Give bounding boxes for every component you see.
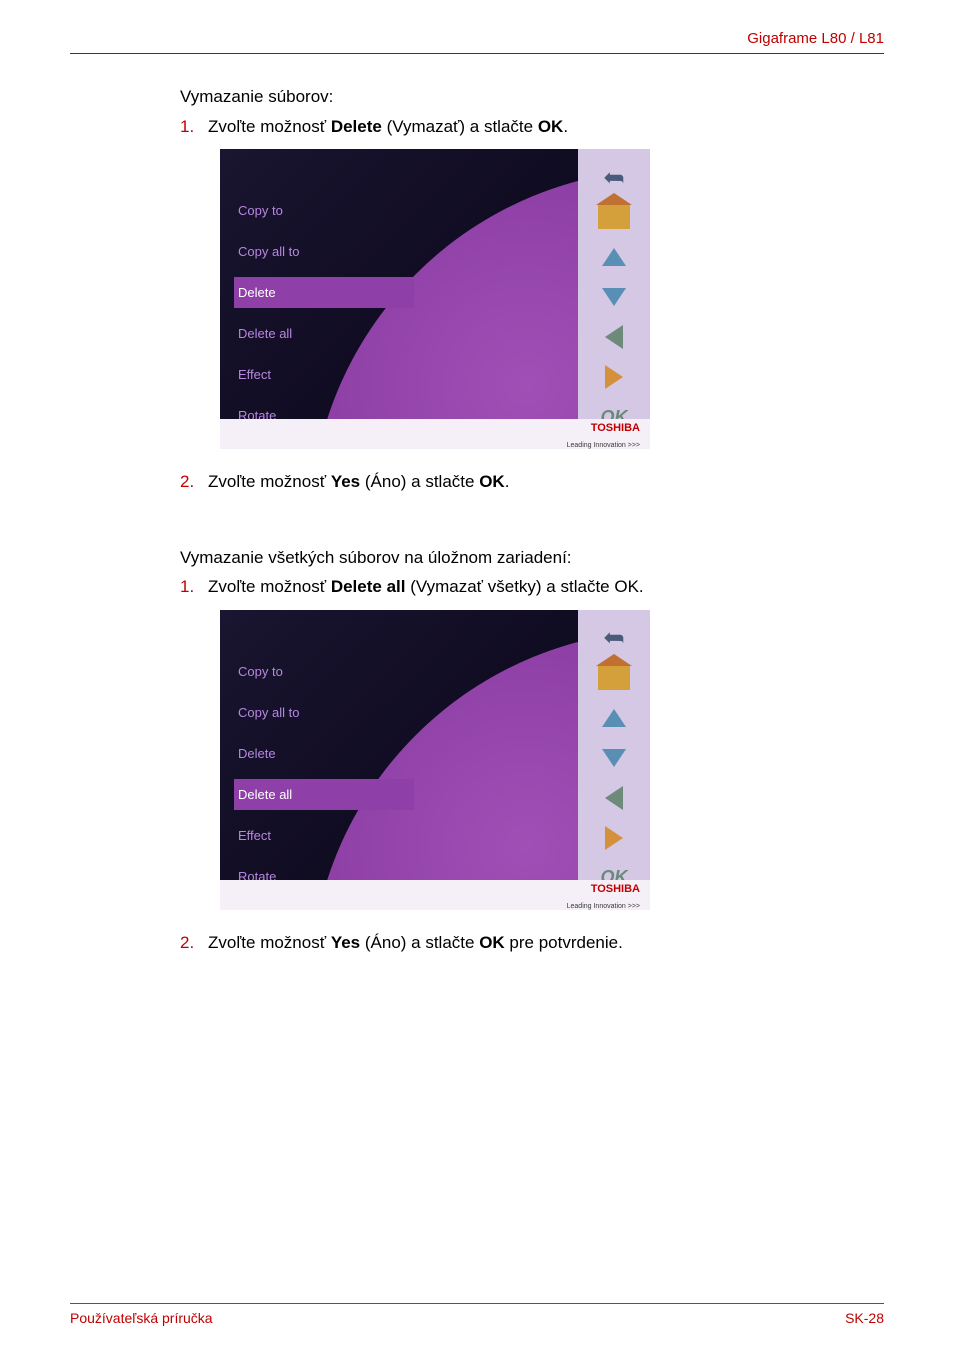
text: (Vymazať všetky) a stlačte OK. [405, 577, 643, 596]
menu-item-delete: Delete [234, 738, 414, 769]
menu-item-delete: Delete [234, 277, 414, 308]
home-icon [597, 200, 631, 234]
brand-bar: TOSHIBA Leading Innovation >>> [220, 419, 650, 449]
section1-heading: Vymazanie súborov: [180, 84, 854, 110]
up-arrow-icon [597, 701, 631, 735]
header-title: Gigaframe L80 / L81 [70, 30, 884, 47]
brand-name: TOSHIBA [220, 883, 640, 895]
back-icon: ➦ [597, 621, 631, 655]
list-number: 1. [180, 574, 194, 600]
text: Zvoľte možnosť [208, 577, 331, 596]
text: (Vymazať) a stlačte [382, 117, 538, 136]
down-arrow-icon [597, 741, 631, 775]
brand-tagline: Leading Innovation >>> [567, 903, 640, 910]
side-button-panel: ➦ OK [578, 149, 650, 449]
down-arrow-icon [597, 280, 631, 314]
bold-text: Delete [331, 117, 382, 136]
list-number: 2. [180, 469, 194, 495]
device-screenshot-delete-all: Copy to Copy all to Delete Delete all Ef… [220, 610, 650, 910]
left-arrow-icon [597, 320, 631, 354]
menu-item-effect: Effect [234, 820, 414, 851]
text: (Áno) a stlačte [360, 933, 479, 952]
left-arrow-icon [597, 781, 631, 815]
right-arrow-icon [597, 821, 631, 855]
right-arrow-icon [597, 360, 631, 394]
brand-name: TOSHIBA [220, 422, 640, 434]
footer-right: SK-28 [845, 1310, 884, 1326]
bold-text: OK [479, 933, 505, 952]
text: Zvoľte možnosť [208, 117, 331, 136]
footer-left: Používateľská príručka [70, 1310, 213, 1326]
bold-text: Delete all [331, 577, 406, 596]
device-menu: Copy to Copy all to Delete Delete all Ef… [234, 656, 414, 902]
bold-text: Yes [331, 472, 360, 491]
brand-bar: TOSHIBA Leading Innovation >>> [220, 880, 650, 910]
side-button-panel: ➦ OK [578, 610, 650, 910]
menu-item-delete-all: Delete all [234, 318, 414, 349]
back-icon: ➦ [597, 160, 631, 194]
bold-text: OK [538, 117, 564, 136]
section2-step2: 2. Zvoľte možnosť Yes (Áno) a stlačte OK… [180, 930, 854, 956]
brand-tagline: Leading Innovation >>> [567, 442, 640, 449]
menu-item-effect: Effect [234, 359, 414, 390]
text: Zvoľte možnosť [208, 933, 331, 952]
device-menu: Copy to Copy all to Delete Delete all Ef… [234, 195, 414, 441]
list-number: 2. [180, 930, 194, 956]
up-arrow-icon [597, 240, 631, 274]
section1-step1: 1. Zvoľte možnosť Delete (Vymazať) a stl… [180, 114, 854, 140]
list-number: 1. [180, 114, 194, 140]
menu-item-copy-all-to: Copy all to [234, 697, 414, 728]
menu-item-copy-to: Copy to [234, 195, 414, 226]
home-icon [597, 661, 631, 695]
text: (Áno) a stlačte [360, 472, 479, 491]
section2-step1: 1. Zvoľte možnosť Delete all (Vymazať vš… [180, 574, 854, 600]
section2-heading: Vymazanie všetkých súborov na úložnom za… [180, 545, 854, 571]
section1-step2: 2. Zvoľte možnosť Yes (Áno) a stlačte OK… [180, 469, 854, 495]
bold-text: OK [479, 472, 505, 491]
menu-item-copy-to: Copy to [234, 656, 414, 687]
text: . [563, 117, 568, 136]
bold-text: Yes [331, 933, 360, 952]
menu-item-delete-all: Delete all [234, 779, 414, 810]
device-screenshot-delete: Copy to Copy all to Delete Delete all Ef… [220, 149, 650, 449]
text: . [505, 472, 510, 491]
text: Zvoľte možnosť [208, 472, 331, 491]
menu-item-copy-all-to: Copy all to [234, 236, 414, 267]
text: pre potvrdenie. [505, 933, 623, 952]
